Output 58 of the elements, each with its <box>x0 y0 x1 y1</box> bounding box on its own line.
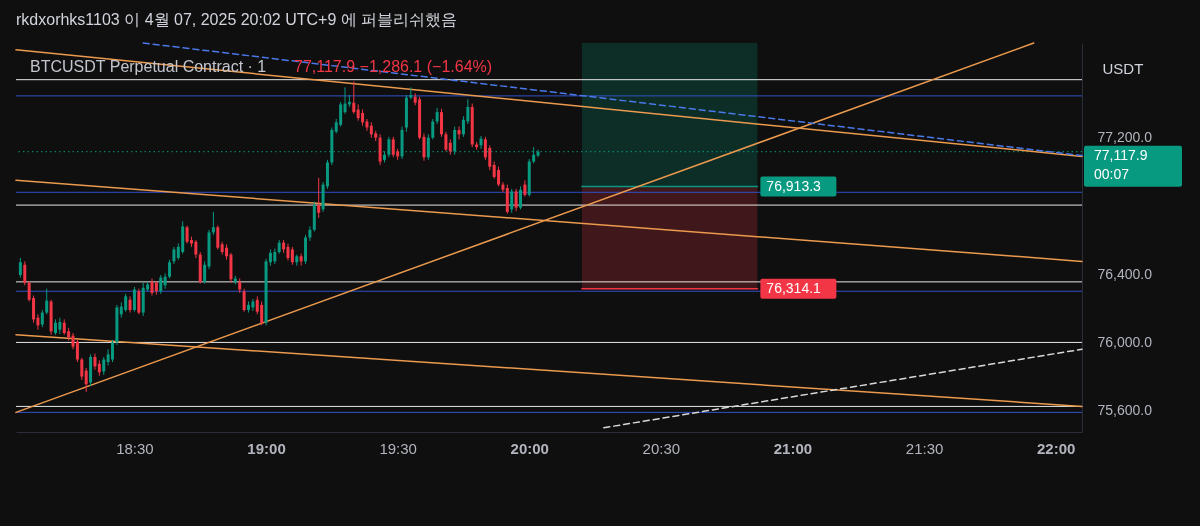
candlestick <box>137 288 141 315</box>
candlestick <box>426 133 430 161</box>
candlestick <box>75 339 79 363</box>
candlestick <box>251 298 255 312</box>
y-tick-label: 75,600.0 <box>1097 402 1153 419</box>
annotation: 77,117.9 −1,286.1 (−1.64%) <box>294 58 493 75</box>
candlestick <box>304 234 308 265</box>
x-tick-label: 22:00 <box>1036 439 1076 457</box>
candlestick <box>352 80 356 115</box>
x-tick-label: 21:30 <box>905 439 944 457</box>
candlestick <box>501 181 505 193</box>
candlestick <box>457 126 461 140</box>
candlestick <box>391 136 395 158</box>
candlestick <box>242 288 246 313</box>
candlestick <box>84 367 88 393</box>
x-tick-label: 20:00 <box>510 439 549 457</box>
y-tick-label: 76,400.0 <box>1097 265 1153 282</box>
x-tick-label: 21:00 <box>773 439 813 457</box>
y-tick-label: 76,000.0 <box>1097 333 1153 350</box>
x-tick-label: 19:00 <box>247 439 286 457</box>
candlestick <box>132 286 136 313</box>
candlestick <box>23 260 27 286</box>
candlestick <box>211 211 215 236</box>
candlestick <box>431 118 435 140</box>
candlestick <box>479 135 483 150</box>
candlestick <box>111 339 115 363</box>
candlestick <box>45 288 49 315</box>
candlestick <box>58 317 62 335</box>
candlestick <box>317 177 321 219</box>
candlestick <box>514 188 518 212</box>
candlestick <box>505 184 509 215</box>
candlestick <box>308 225 312 242</box>
candlestick <box>216 225 220 250</box>
candlestick <box>518 185 522 210</box>
candlestick <box>339 101 343 128</box>
candlestick <box>159 274 163 295</box>
candlestick <box>299 253 303 267</box>
candlestick <box>343 86 347 115</box>
candlestick <box>440 108 444 138</box>
x-tick-label: 18:30 <box>116 439 154 457</box>
candlestick <box>444 131 448 152</box>
candlestick <box>510 188 514 214</box>
y-axis-title: USDT <box>1102 59 1144 77</box>
candlestick <box>387 136 391 158</box>
y-tick-label: 77,200.0 <box>1097 129 1153 146</box>
ref-line-label: 77,117.9 00:07 <box>1094 146 1148 182</box>
candlestick <box>378 133 382 166</box>
candlestick <box>18 257 22 279</box>
chart-title: rkdxorhks1103 이 4월 07, 2025 20:02 UTC+9 에 퍼블리쉬했음 <box>16 11 458 29</box>
candlestick <box>80 357 84 381</box>
data-label: 76,314.1 <box>766 279 822 296</box>
x-tick-label: 20:30 <box>642 439 681 457</box>
candlestick <box>203 260 207 285</box>
x-tick-label: 19:30 <box>379 439 417 457</box>
data-label: 76,913.3 <box>766 177 822 194</box>
candlestick <box>168 259 172 279</box>
candlestick <box>497 166 501 187</box>
candlestick <box>260 300 264 326</box>
